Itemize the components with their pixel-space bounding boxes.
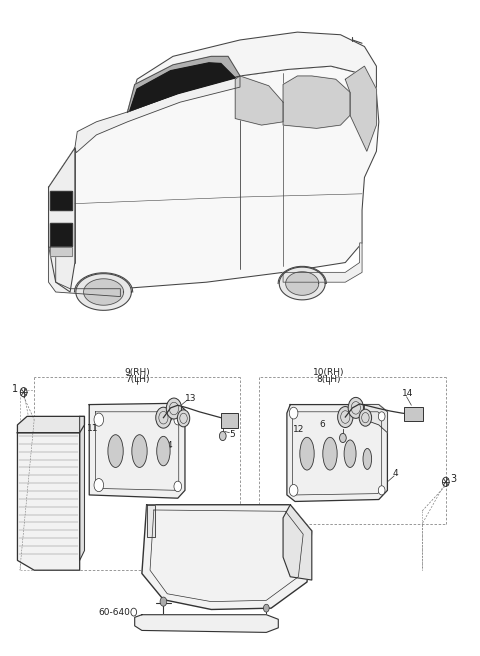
Text: 14: 14 (402, 389, 413, 398)
Polygon shape (286, 272, 319, 295)
Polygon shape (279, 267, 325, 300)
Polygon shape (50, 190, 72, 210)
Polygon shape (48, 66, 379, 292)
Text: 8(LH): 8(LH) (316, 375, 341, 384)
Ellipse shape (300, 438, 314, 470)
Text: 4: 4 (167, 441, 172, 450)
Polygon shape (76, 274, 132, 310)
Text: 10(RH): 10(RH) (313, 368, 344, 377)
Polygon shape (48, 148, 75, 292)
Polygon shape (283, 76, 350, 129)
Ellipse shape (157, 436, 170, 466)
Circle shape (94, 479, 104, 491)
Circle shape (177, 410, 190, 427)
Polygon shape (50, 247, 72, 256)
Circle shape (219, 432, 226, 441)
Polygon shape (287, 405, 387, 501)
Text: 7(LH): 7(LH) (125, 375, 149, 384)
Circle shape (174, 482, 181, 491)
Circle shape (289, 407, 298, 419)
Text: 4: 4 (167, 414, 172, 423)
Circle shape (337, 407, 353, 428)
Text: 13: 13 (184, 394, 196, 403)
Polygon shape (283, 243, 362, 282)
Text: 9(RH): 9(RH) (124, 368, 150, 377)
Text: 11: 11 (87, 424, 98, 433)
Polygon shape (50, 223, 72, 246)
Polygon shape (142, 504, 312, 609)
Circle shape (156, 407, 171, 428)
FancyBboxPatch shape (221, 413, 238, 428)
Polygon shape (283, 504, 312, 580)
Circle shape (289, 484, 298, 496)
Polygon shape (17, 417, 84, 433)
Ellipse shape (363, 449, 372, 470)
Text: 3: 3 (450, 474, 456, 483)
Text: 60-640: 60-640 (98, 607, 130, 617)
Polygon shape (135, 615, 278, 632)
Ellipse shape (108, 435, 123, 468)
Polygon shape (80, 417, 84, 560)
Polygon shape (128, 56, 240, 112)
Ellipse shape (344, 440, 356, 468)
Polygon shape (48, 246, 120, 297)
Circle shape (166, 398, 181, 419)
Circle shape (378, 485, 385, 495)
Polygon shape (364, 405, 387, 433)
Polygon shape (17, 433, 80, 570)
Circle shape (174, 415, 181, 425)
Polygon shape (128, 32, 376, 112)
Polygon shape (235, 76, 283, 125)
Circle shape (359, 409, 372, 426)
Ellipse shape (132, 435, 147, 468)
Ellipse shape (323, 438, 337, 470)
Text: 6: 6 (320, 420, 325, 430)
Circle shape (160, 597, 167, 606)
Text: 12: 12 (293, 425, 304, 434)
Circle shape (339, 434, 346, 443)
Polygon shape (345, 66, 376, 152)
Text: 5: 5 (229, 430, 235, 440)
Polygon shape (84, 279, 123, 305)
Polygon shape (147, 504, 155, 537)
Polygon shape (75, 76, 240, 153)
Polygon shape (130, 63, 235, 111)
Polygon shape (89, 403, 185, 498)
FancyBboxPatch shape (404, 407, 423, 421)
Circle shape (348, 398, 363, 419)
Circle shape (378, 412, 385, 421)
Circle shape (94, 413, 104, 426)
Text: 4: 4 (393, 470, 398, 478)
Circle shape (264, 604, 269, 612)
Text: 1: 1 (12, 384, 18, 394)
